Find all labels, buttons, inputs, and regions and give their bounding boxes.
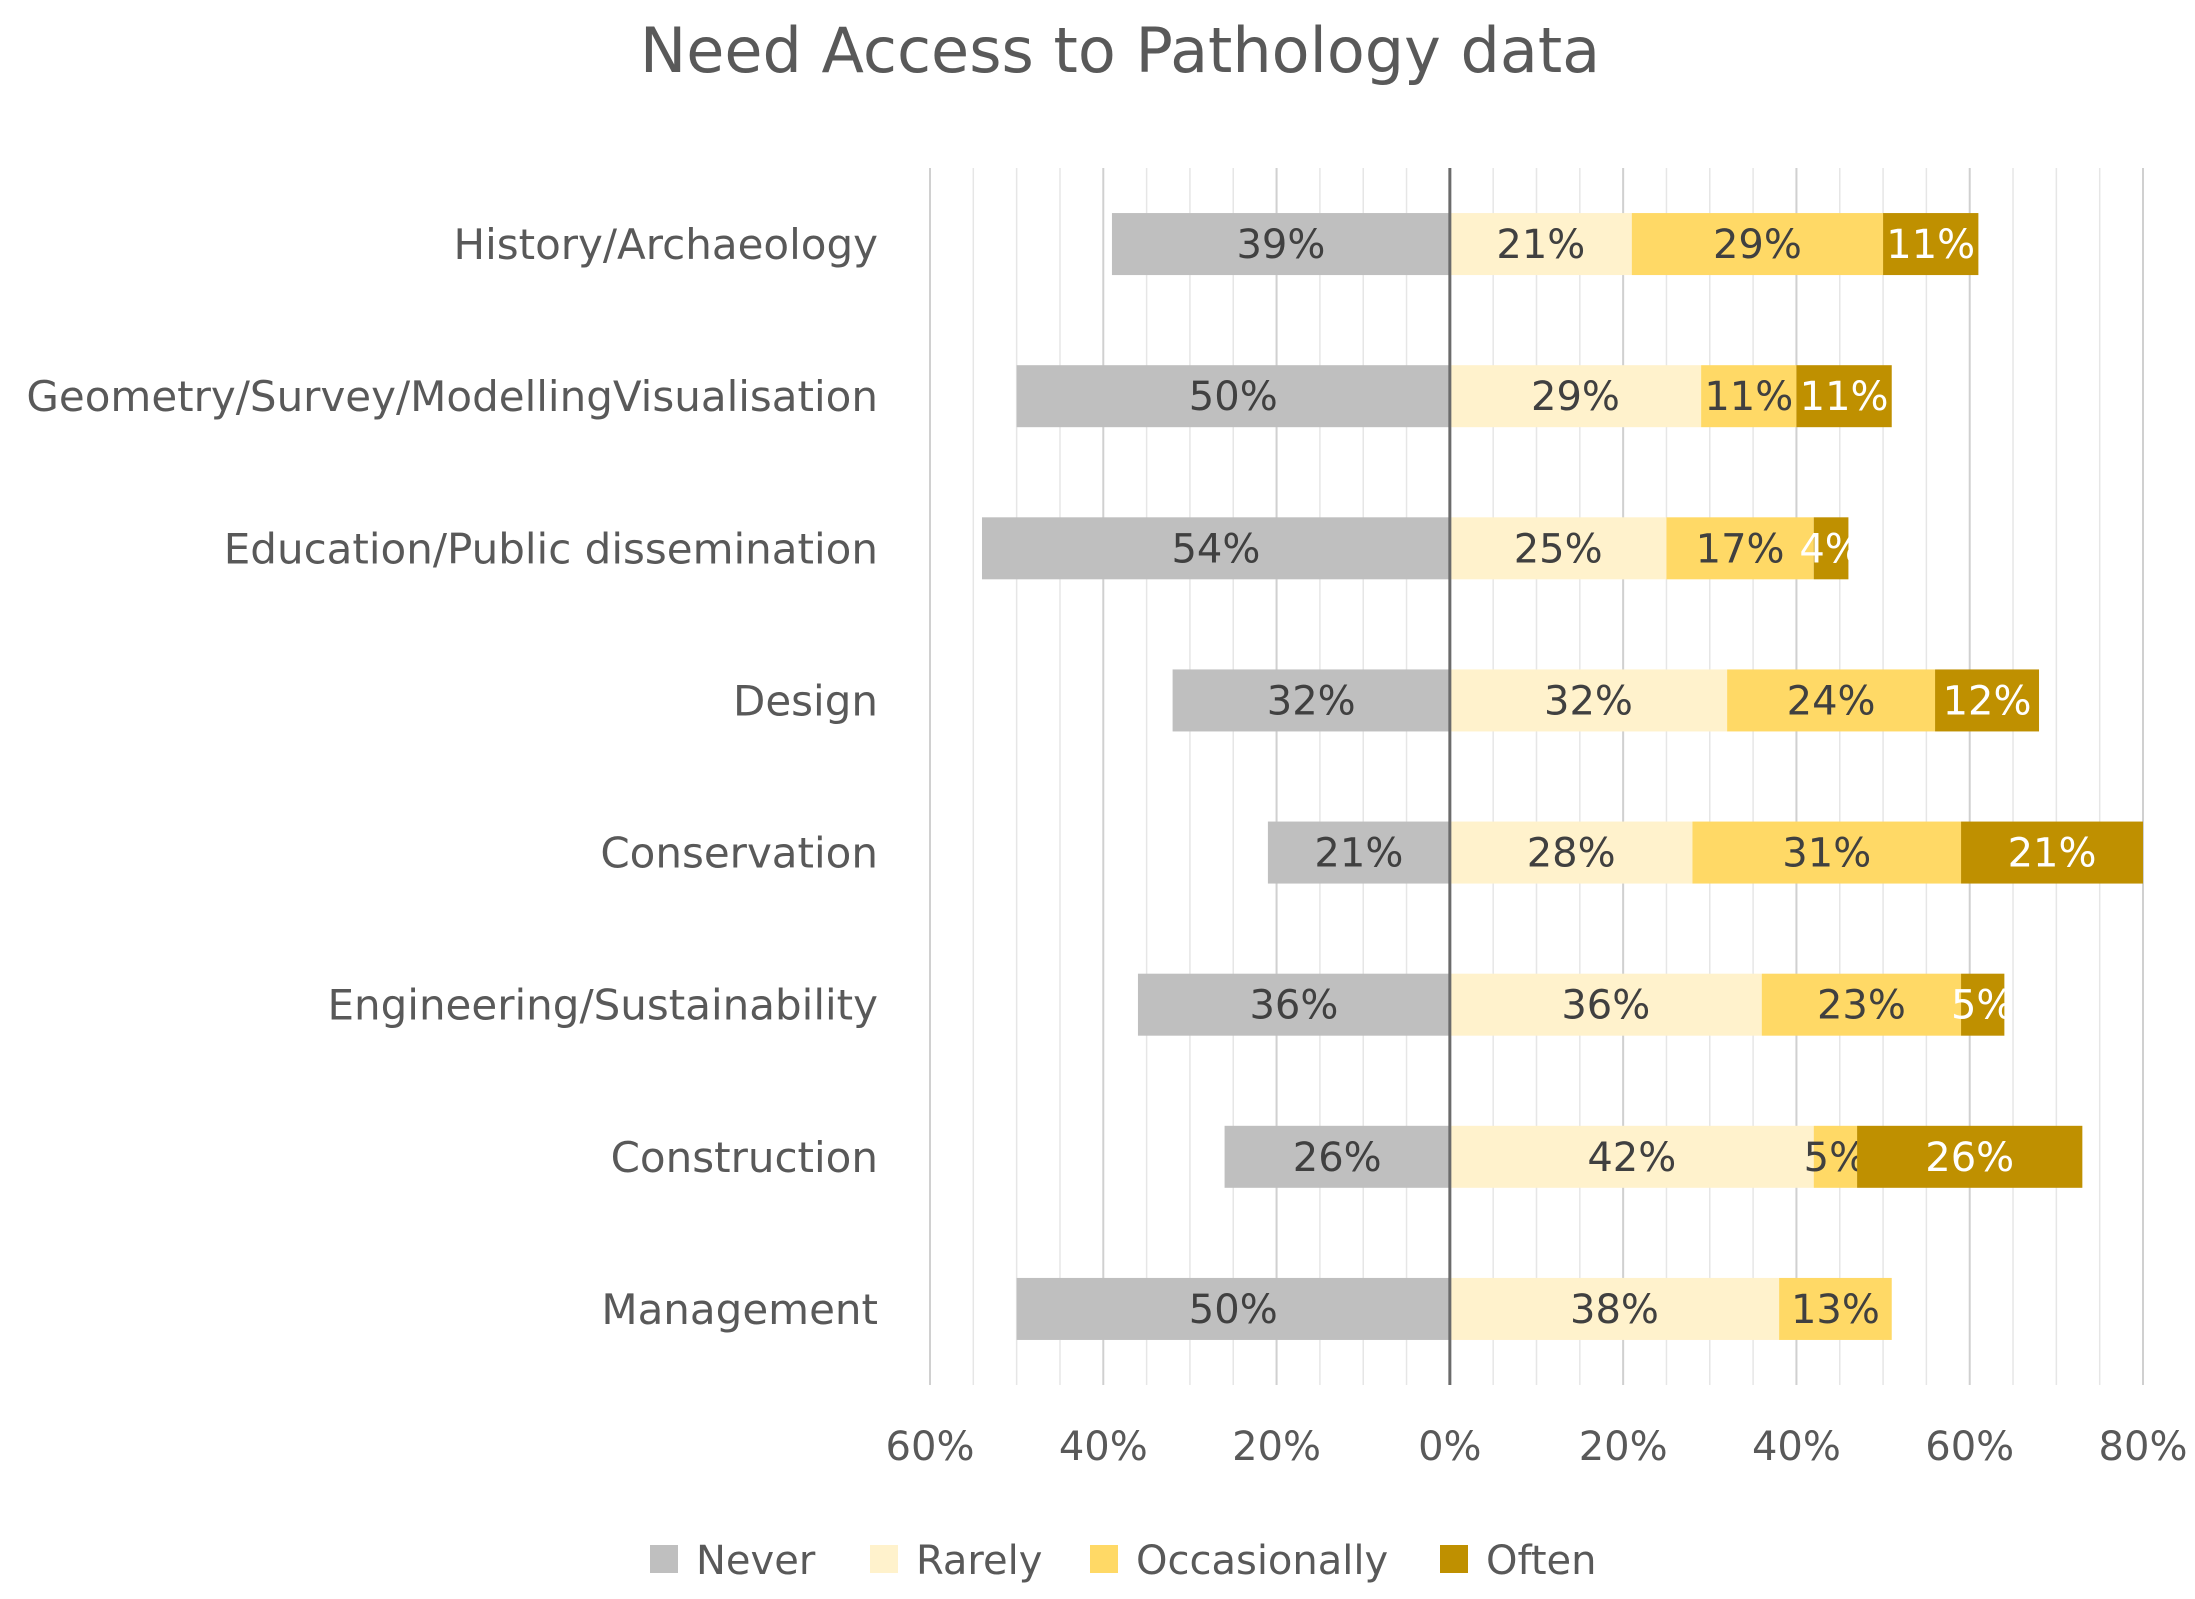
x-tick-label: 20%	[1232, 1424, 1321, 1470]
bar-often	[1961, 973, 2005, 1036]
category-label: Education/Public dissemination	[224, 524, 878, 573]
bar-often	[1857, 1125, 2083, 1188]
category-label: Design	[733, 676, 878, 725]
category-label: Conservation	[600, 829, 878, 878]
bars: 39% 21% 29% 11%50% 29% 11% 11%54% 25% 17% 4%32% 32…	[981, 213, 2143, 1340]
x-tick-label: 40%	[1752, 1424, 1841, 1470]
bar-never	[1016, 1277, 1450, 1340]
bar-never	[1172, 669, 1450, 732]
data-label: 21%	[1496, 222, 1585, 268]
x-tick-label: 80%	[2099, 1424, 2188, 1470]
category-labels: History/Archaeology Geometry/Survey/Model…	[26, 220, 878, 1334]
bar-occasionally	[1631, 213, 1884, 276]
data-label: 32%	[1544, 678, 1633, 724]
legend-label: Often	[1486, 1538, 1597, 1584]
bar-rarely	[1449, 669, 1728, 732]
data-label: 11%	[1886, 222, 1975, 268]
data-label: 36%	[1561, 983, 1650, 1029]
chart-title: Need Access to Pathology data	[640, 14, 1600, 87]
bar-never	[1111, 213, 1450, 276]
legend-swatch-often	[1440, 1545, 1468, 1573]
bar-often	[1961, 821, 2143, 884]
data-label: 38%	[1570, 1287, 1659, 1333]
legend: Never Rarely Occasionally Often	[650, 1538, 1597, 1584]
bar-occasionally	[1701, 365, 1797, 428]
x-tick-label: 60%	[1925, 1424, 2014, 1470]
bar-never	[1016, 365, 1450, 428]
data-label: 11%	[1704, 374, 1793, 420]
legend-swatch-occasionally	[1090, 1545, 1118, 1573]
bar-rarely	[1449, 517, 1667, 580]
legend-swatch-never	[650, 1545, 678, 1573]
data-label: 4%	[1799, 526, 1862, 572]
data-label: 12%	[1943, 678, 2032, 724]
data-label: 17%	[1696, 526, 1785, 572]
data-label: 29%	[1531, 374, 1620, 420]
data-label: 25%	[1514, 526, 1603, 572]
gridlines	[929, 168, 2144, 1385]
data-label: 23%	[1817, 983, 1906, 1029]
bar-occasionally	[1761, 973, 1962, 1036]
bar-rarely	[1449, 213, 1632, 276]
data-label: 39%	[1236, 222, 1325, 268]
category-label: Geometry/Survey/ModellingVisualisation	[26, 372, 878, 421]
bar-rarely	[1449, 1125, 1814, 1188]
data-label: 42%	[1587, 1135, 1676, 1181]
data-label: 50%	[1189, 1287, 1278, 1333]
x-axis-tick-labels: 60% 40% 20% 0% 20% 40% 60% 80%	[886, 1424, 2188, 1470]
data-label: 29%	[1713, 222, 1802, 268]
bar-never	[1224, 1125, 1450, 1188]
bar-never	[1267, 821, 1450, 884]
data-label: 50%	[1189, 374, 1278, 420]
data-label: 11%	[1800, 374, 1889, 420]
bar-occasionally	[1692, 821, 1962, 884]
bar-rarely	[1449, 821, 1693, 884]
data-label: 28%	[1527, 831, 1616, 877]
bar-rarely	[1449, 365, 1702, 428]
x-tick-label: 40%	[1059, 1424, 1148, 1470]
bar-never	[981, 517, 1450, 580]
data-label: 54%	[1171, 526, 1260, 572]
bar-often	[1883, 213, 1979, 276]
data-label: 31%	[1782, 831, 1871, 877]
legend-label: Occasionally	[1136, 1538, 1388, 1584]
bar-occasionally	[1779, 1277, 1892, 1340]
legend-label: Rarely	[916, 1538, 1042, 1584]
data-label: 32%	[1267, 678, 1356, 724]
bar-rarely	[1449, 1277, 1780, 1340]
data-label: 26%	[1925, 1135, 2014, 1181]
category-label: History/Archaeology	[453, 220, 878, 269]
category-label: Engineering/Sustainability	[327, 981, 878, 1030]
data-label: 21%	[2008, 831, 2097, 877]
data-label: 21%	[1314, 831, 1403, 877]
bar-rarely	[1449, 973, 1762, 1036]
bar-often	[1813, 517, 1849, 580]
x-tick-label: 0%	[1418, 1424, 1481, 1470]
data-label: 36%	[1249, 983, 1338, 1029]
bar-never	[1137, 973, 1450, 1036]
bar-occasionally	[1727, 669, 1936, 732]
legend-swatch-rarely	[870, 1545, 898, 1573]
data-label: 5%	[1951, 983, 2014, 1029]
data-label: 13%	[1791, 1287, 1880, 1333]
bar-occasionally	[1813, 1125, 1858, 1188]
data-label: 26%	[1293, 1135, 1382, 1181]
data-label: 24%	[1787, 678, 1876, 724]
x-tick-label: 20%	[1579, 1424, 1668, 1470]
bar-often	[1935, 669, 2040, 732]
data-label: 5%	[1804, 1135, 1867, 1181]
x-tick-label: 60%	[886, 1424, 975, 1470]
category-label: Management	[601, 1285, 878, 1334]
bar-often	[1796, 365, 1892, 428]
category-label: Construction	[611, 1133, 878, 1182]
bar-occasionally	[1666, 517, 1814, 580]
legend-label: Never	[696, 1538, 816, 1584]
